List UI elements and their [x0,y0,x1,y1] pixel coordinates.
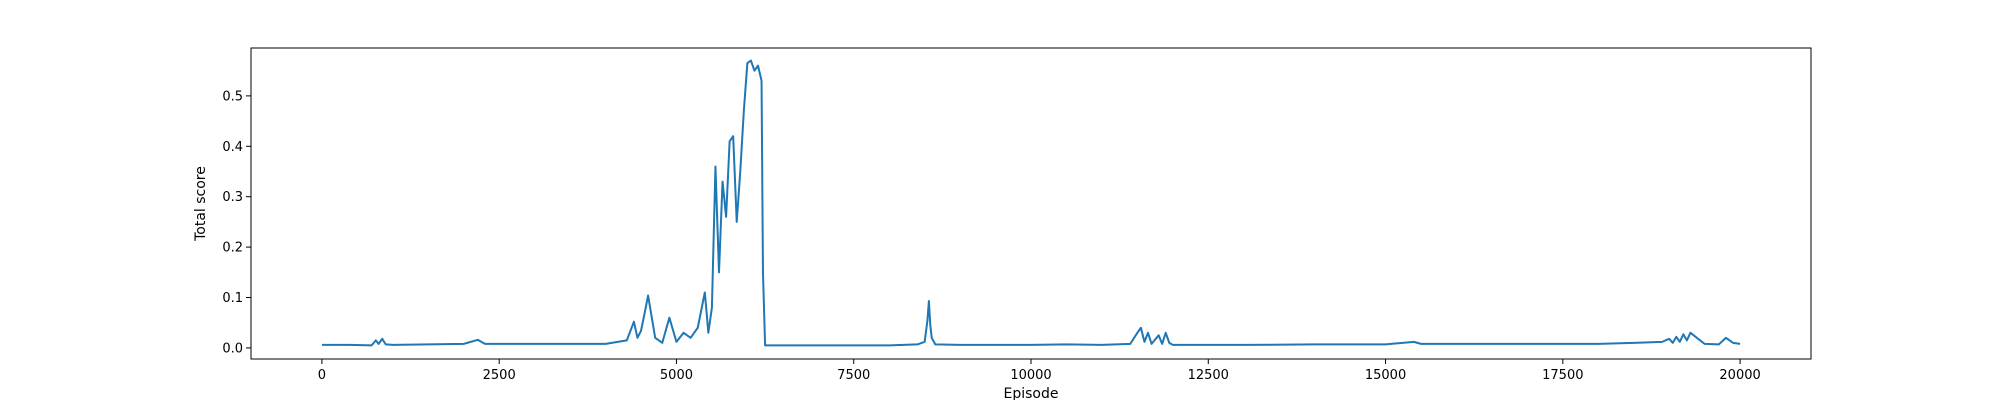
x-tick-label: 5000 [660,368,693,383]
x-axis-title: Episode [1004,386,1059,400]
x-tick-label: 7500 [837,368,870,383]
y-axis: 0.0 0.1 0.2 0.3 0.4 0.5 [222,89,251,356]
x-axis: 0 2500 5000 7500 10000 12500 15000 17500 20000 [318,359,1761,383]
y-tick-label: 0.0 [222,341,243,356]
y-tick-label: 0.2 [222,241,243,256]
x-tick-label: 12500 [1188,368,1229,383]
series-layer [321,59,1741,347]
y-tick-label: 0.1 [222,291,243,306]
x-tick-label: 2500 [483,368,516,383]
x-tick-label: 15000 [1365,368,1406,383]
x-tick-label: 20000 [1719,368,1760,383]
x-tick-label: 17500 [1542,368,1583,383]
x-tick-label: 10000 [1010,368,1051,383]
y-tick-label: 0.4 [222,140,243,155]
y-tick-label: 0.3 [222,190,243,205]
x-tick-label: 0 [318,368,326,383]
y-axis-title: Total score [193,166,209,242]
series-line-0 [321,59,1741,347]
y-tick-label: 0.5 [222,89,243,104]
